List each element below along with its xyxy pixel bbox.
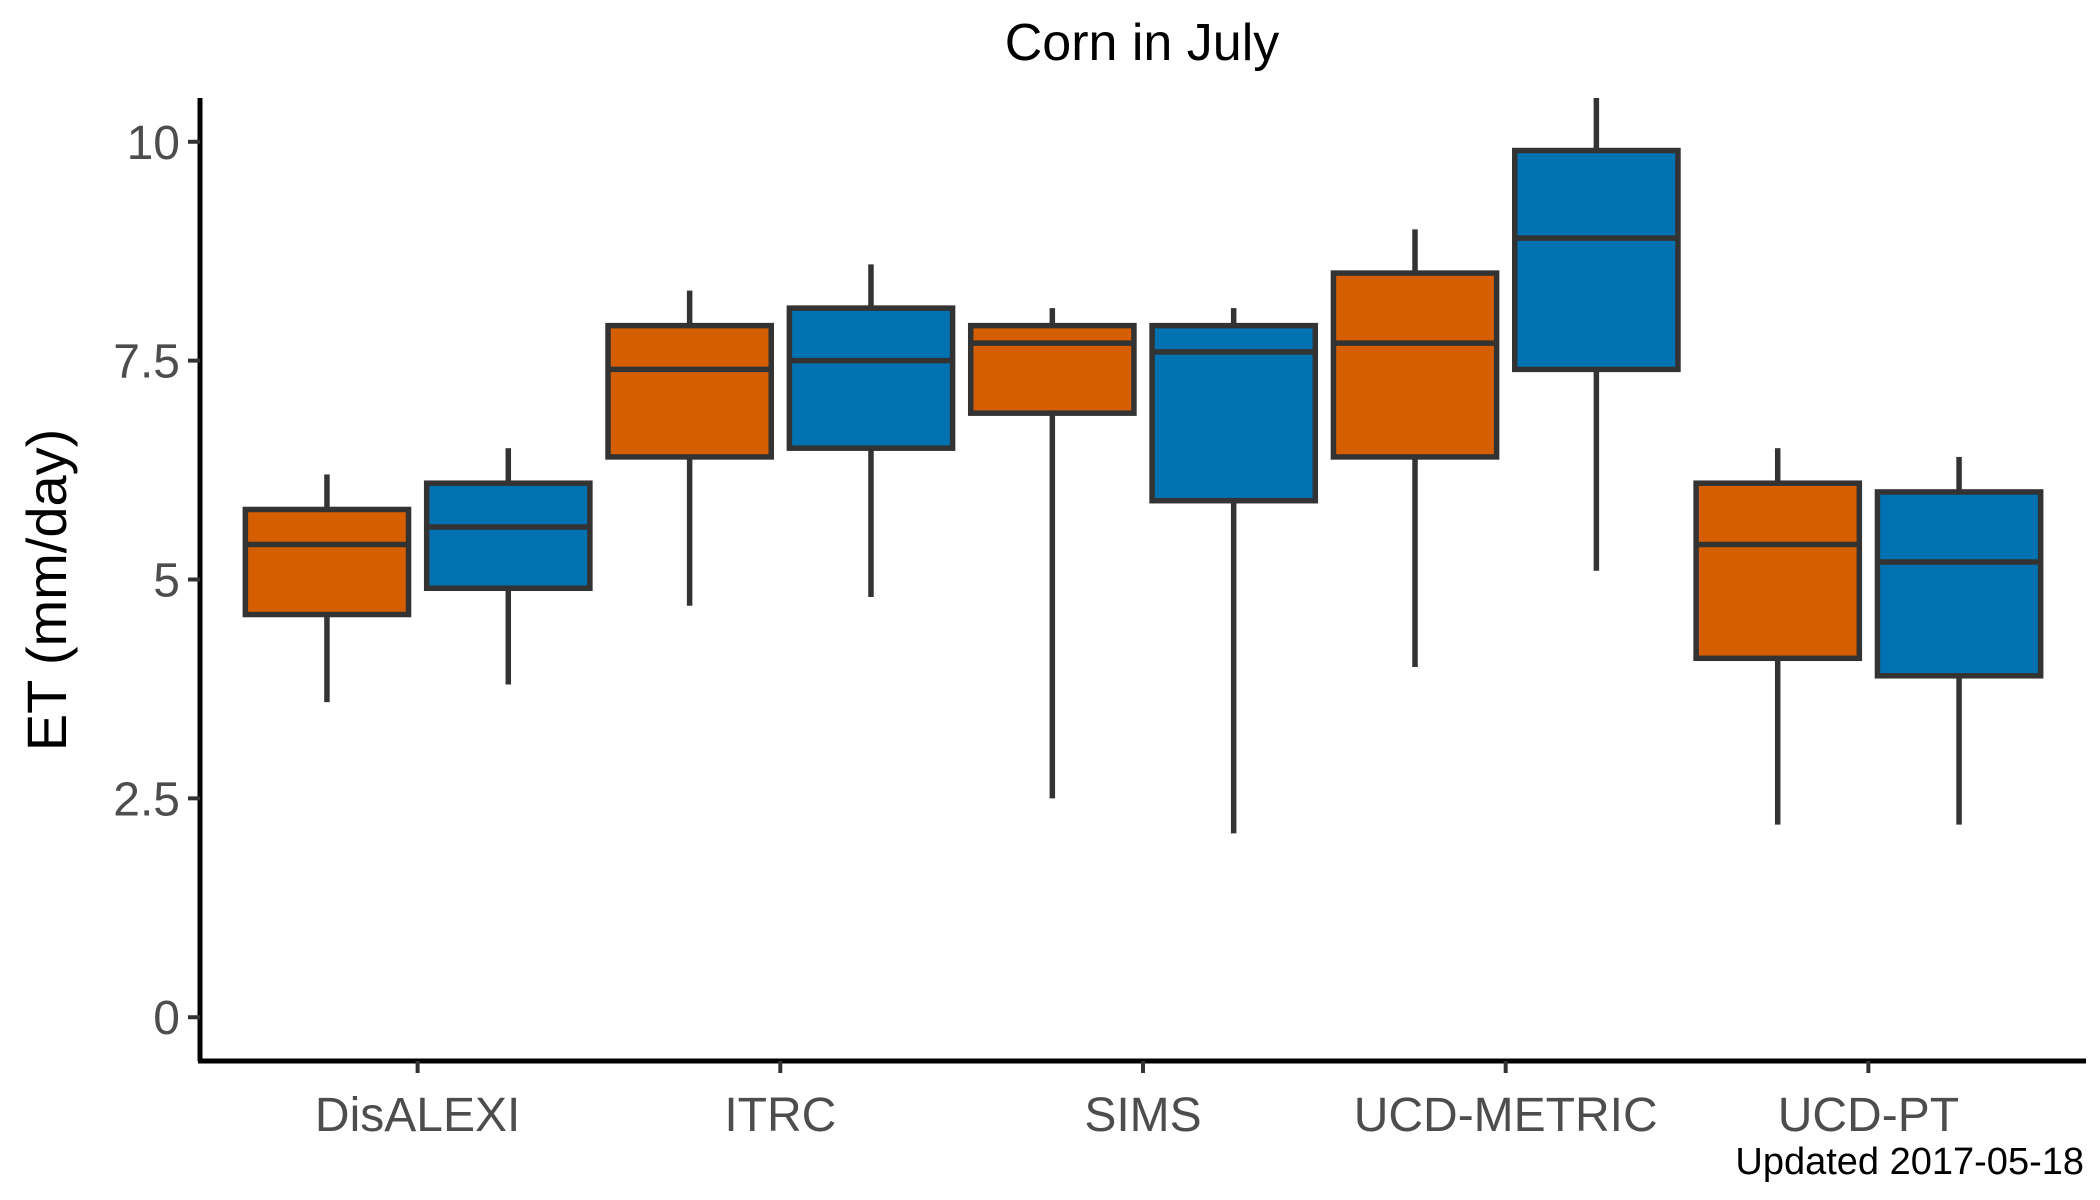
chart-caption: Updated 2017-05-18: [1735, 1141, 2084, 1183]
box-ucd-pt-series-1: [1696, 448, 1859, 824]
y-axis-title: ET (mm/day): [15, 429, 78, 752]
y-tick-label: 2.5: [113, 773, 180, 826]
box-ucd-metric-series-2: [1515, 98, 1678, 571]
iqr-box: [971, 326, 1134, 414]
box-itrc-series-2: [789, 264, 952, 597]
iqr-box: [608, 326, 771, 457]
box-disalexi-series-2: [427, 448, 590, 684]
box-ucd-metric-series-1: [1333, 229, 1496, 667]
box-ucd-pt-series-2: [1877, 457, 2040, 825]
box-sims-series-1: [971, 308, 1134, 798]
x-tick-label: UCD-METRIC: [1354, 1089, 1658, 1142]
y-axis-ticks: 0 2.5 5 7.5 10: [113, 117, 200, 1045]
box-sims-series-2: [1152, 308, 1315, 833]
x-tick-label: SIMS: [1084, 1089, 1201, 1142]
x-tick-label: DisALEXI: [315, 1089, 520, 1142]
y-tick-label: 5: [153, 555, 180, 608]
chart-title: Corn in July: [1005, 14, 1280, 72]
y-tick-label: 10: [127, 117, 180, 170]
x-tick-label: ITRC: [724, 1089, 836, 1142]
box-disalexi-series-1: [245, 474, 408, 702]
y-tick-label: 7.5: [113, 336, 180, 389]
x-tick-label: UCD-PT: [1778, 1089, 1959, 1142]
iqr-box: [1333, 273, 1496, 457]
iqr-box: [1515, 151, 1678, 370]
iqr-box: [1696, 483, 1859, 658]
y-tick-label: 0: [153, 992, 180, 1045]
iqr-box: [789, 308, 952, 448]
box-itrc-series-1: [608, 291, 771, 606]
iqr-box: [1877, 492, 2040, 676]
plot-area: [245, 98, 2040, 833]
iqr-box: [245, 509, 408, 614]
iqr-box: [427, 483, 590, 588]
x-axis-ticks: DisALEXI ITRC SIMS UCD-METRIC UCD-PT: [315, 1061, 1959, 1142]
